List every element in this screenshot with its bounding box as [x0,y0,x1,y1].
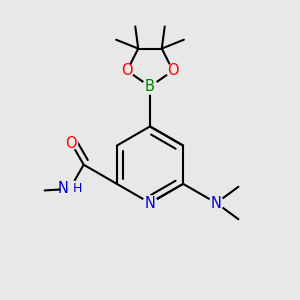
Circle shape [65,136,78,149]
Text: O: O [167,63,179,78]
Text: N: N [211,196,222,211]
Text: B: B [145,79,155,94]
Circle shape [142,79,158,94]
Circle shape [167,64,179,77]
Circle shape [61,180,79,198]
Circle shape [209,196,224,210]
Text: N: N [57,182,68,196]
Text: H: H [73,182,82,195]
Circle shape [121,64,134,77]
Text: N: N [145,196,155,211]
Circle shape [143,196,157,210]
Text: O: O [65,136,77,151]
Text: O: O [121,63,133,78]
